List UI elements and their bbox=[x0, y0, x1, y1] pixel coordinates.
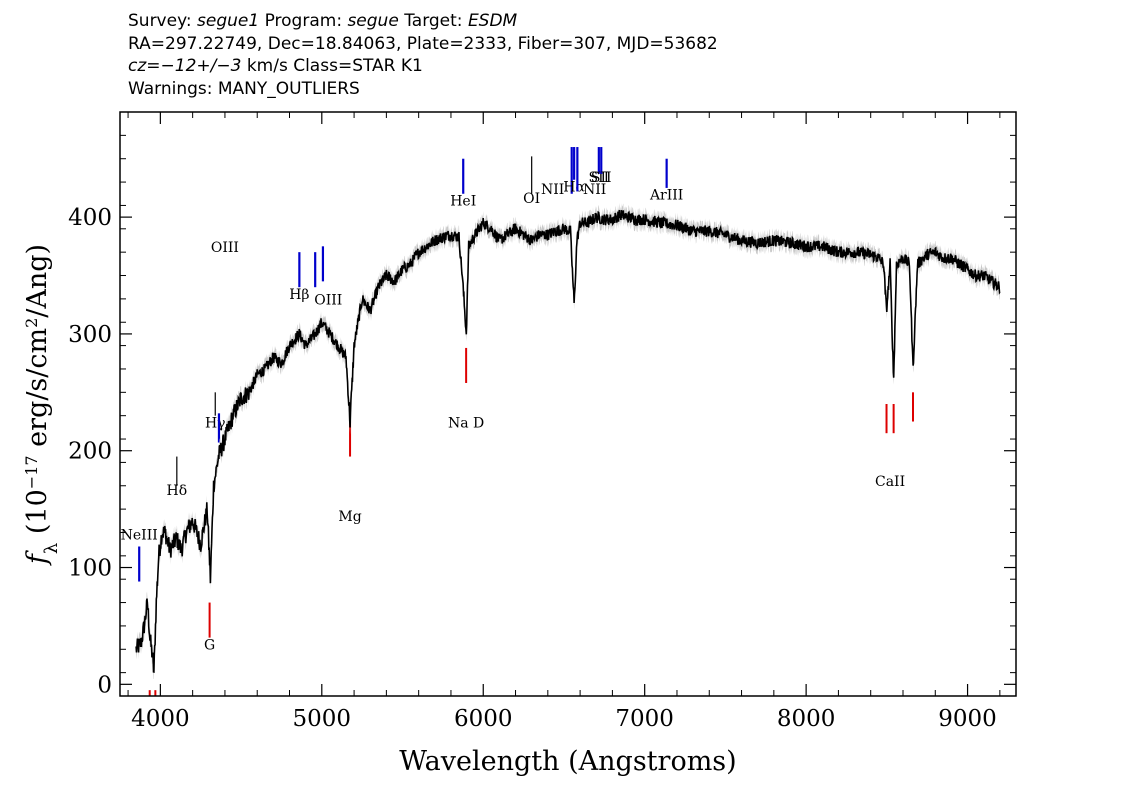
y-tick-label: 300 bbox=[68, 322, 112, 348]
y-tick-label: 200 bbox=[68, 439, 112, 465]
spectrum-series bbox=[135, 203, 1001, 679]
plot-frame bbox=[119, 111, 1017, 697]
y-tick-label: 400 bbox=[68, 205, 112, 231]
spectrum-line bbox=[135, 209, 1001, 674]
x-tick-label: 6000 bbox=[454, 706, 513, 732]
emission-line-label: OI bbox=[523, 191, 540, 207]
emission-line-label: OIII bbox=[314, 293, 342, 309]
x-tick-label: 7000 bbox=[615, 706, 674, 732]
axis-tick-labels: 4000 5000 6000 7000 8000 9000 0 100 200 300 400 bbox=[68, 205, 997, 732]
program-label: Program: bbox=[259, 11, 348, 31]
emission-line-label: ArIII bbox=[649, 188, 683, 204]
emission-line-label: Hγ bbox=[205, 415, 226, 431]
program-value: segue bbox=[347, 11, 399, 31]
class-value: km/s Class=STAR K1 bbox=[241, 56, 423, 76]
chart-header: Survey: segue1 Program: segue Target: ES… bbox=[128, 10, 718, 100]
error-band bbox=[136, 203, 1000, 679]
header-line-1: Survey: segue1 Program: segue Target: ES… bbox=[128, 10, 718, 33]
redshift-value: cz=−12+/−3 bbox=[128, 56, 242, 76]
header-line-3: cz=−12+/−3 km/s Class=STAR K1 bbox=[128, 55, 718, 78]
header-line-2: RA=297.22749, Dec=18.84063, Plate=2333, … bbox=[128, 33, 718, 54]
axis-ticks bbox=[120, 112, 1016, 697]
x-tick-label: 8000 bbox=[777, 706, 836, 732]
absorption-line-label: Na D bbox=[448, 415, 484, 431]
emission-line-label: NII bbox=[541, 182, 564, 198]
emission-line-label: SII bbox=[591, 170, 612, 186]
survey-label: Survey: bbox=[128, 11, 198, 31]
x-axis-title: Wavelength (Angstroms) bbox=[399, 746, 736, 777]
x-tick-label: 5000 bbox=[293, 706, 352, 732]
absorption-line-label: Mg bbox=[338, 509, 361, 525]
target-label: Target: bbox=[398, 11, 468, 31]
survey-value: segue1 bbox=[197, 11, 260, 31]
header-line-4: Warnings: MANY_OUTLIERS bbox=[128, 78, 360, 99]
y-tick-label: 100 bbox=[68, 556, 112, 582]
emission-line-label: SII bbox=[589, 170, 610, 186]
emission-line-label: Hα bbox=[563, 179, 585, 195]
x-tick-label: 9000 bbox=[938, 706, 997, 732]
y-axis-title: fλ (10−17 erg/s/cm2/Ang) bbox=[22, 244, 62, 566]
emission-line-label: NeIII bbox=[121, 527, 158, 543]
emission-line-label: Hβ bbox=[289, 287, 309, 303]
emission-line-label: Hδ bbox=[167, 483, 188, 499]
emission-line-label: HeI bbox=[450, 193, 476, 209]
target-value: ESDM bbox=[467, 11, 518, 31]
emission-line-label: OIII bbox=[211, 240, 239, 256]
x-tick-label: 4000 bbox=[131, 706, 190, 732]
emission-line-label: NII bbox=[583, 182, 606, 198]
y-tick-label: 0 bbox=[97, 672, 112, 698]
absorption-line-label: G bbox=[204, 637, 215, 653]
absorption-line-label: CaII bbox=[875, 474, 905, 490]
